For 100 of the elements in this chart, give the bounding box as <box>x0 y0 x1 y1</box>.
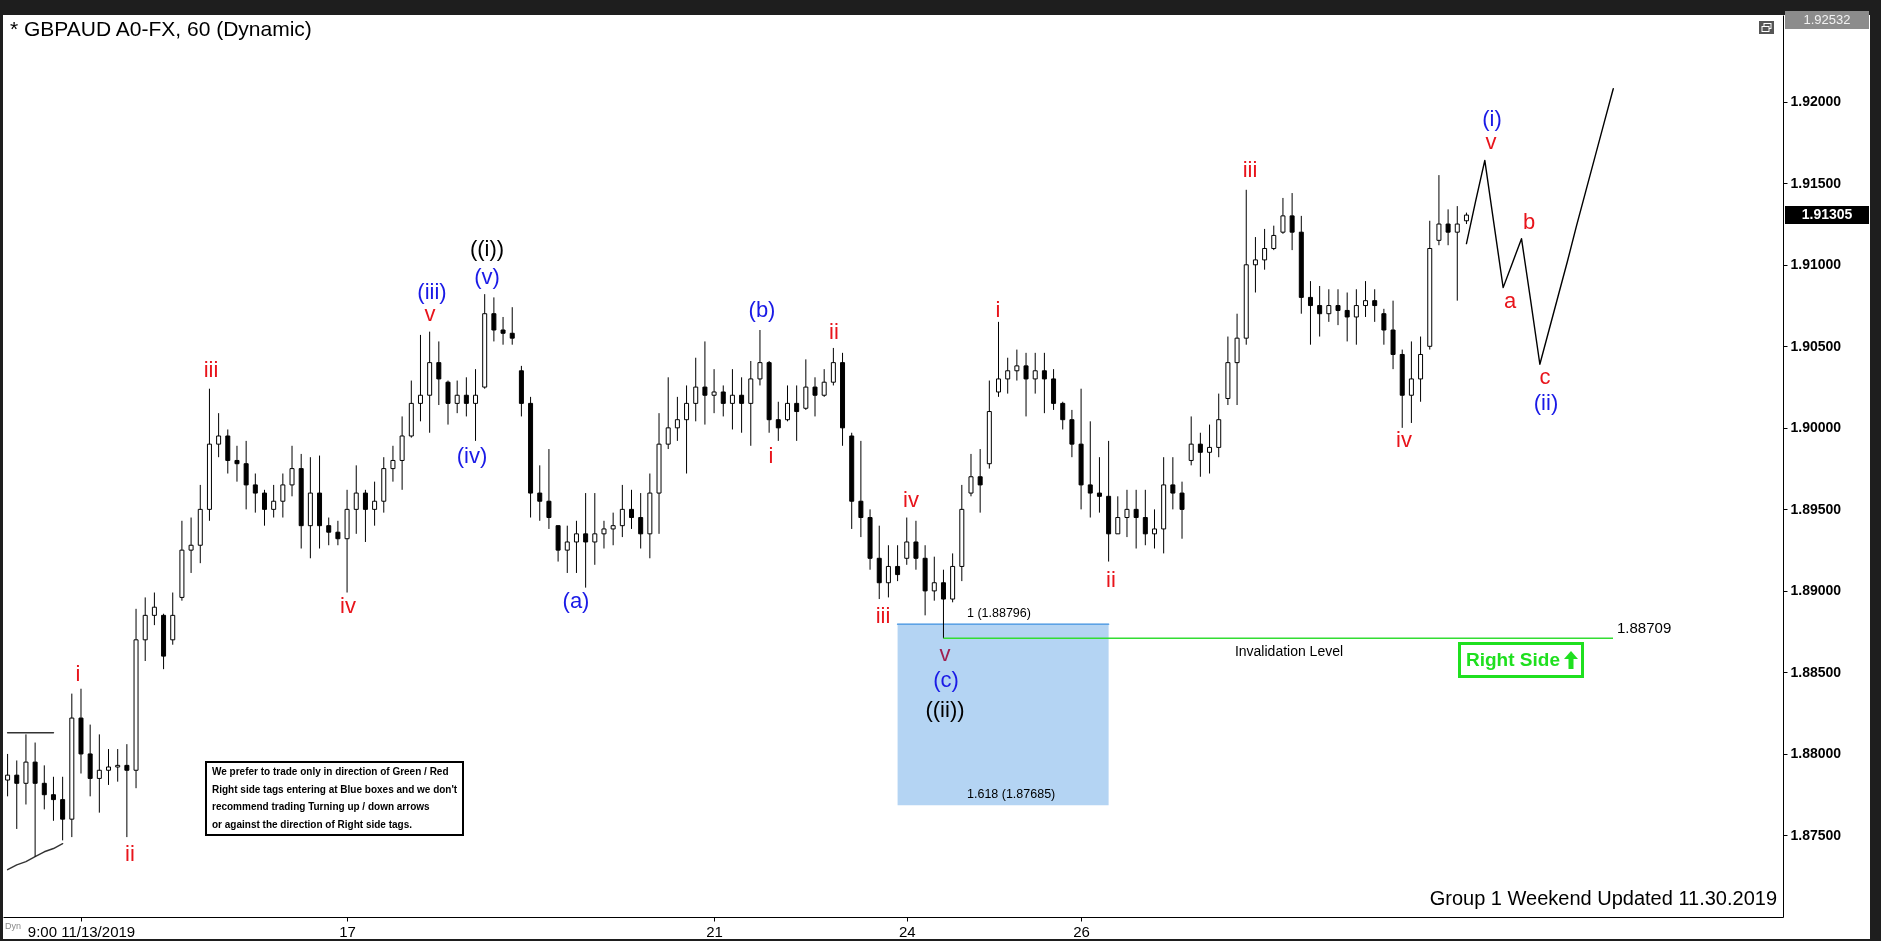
candlestick <box>996 321 1002 398</box>
candlestick <box>583 492 589 589</box>
candlestick <box>931 556 937 602</box>
candlestick <box>904 517 910 566</box>
annotation: (iii) <box>417 279 447 304</box>
y-tick-label: 1.87500 <box>1790 826 1842 843</box>
chart-title: * GBPAUD A0-FX, 60 (Dynamic) <box>10 17 312 40</box>
candlestick <box>436 340 442 406</box>
annotation: c <box>1539 364 1551 389</box>
candlestick <box>601 520 607 549</box>
candlestick <box>638 492 644 549</box>
text: 1.92532 <box>1803 12 1851 27</box>
candlestick <box>784 384 790 422</box>
candlestick <box>1454 205 1460 302</box>
candlestick <box>362 489 368 543</box>
annotation: iii <box>875 603 891 628</box>
candlestick <box>1151 508 1157 549</box>
candlestick <box>335 520 341 546</box>
annotation: Right Side <box>1466 649 1560 670</box>
candlestick <box>619 484 625 538</box>
annotation: Invalidation Level <box>1234 643 1344 659</box>
candlestick <box>1326 288 1332 323</box>
candlestick <box>757 329 763 386</box>
candlestick <box>1005 357 1011 395</box>
candlestick <box>573 520 579 574</box>
x-tick-label: 21 <box>706 922 723 940</box>
candlestick <box>280 473 286 519</box>
y-tick-label: 1.88500 <box>1790 663 1842 680</box>
text: 1.91305 <box>1801 206 1853 222</box>
candlestick <box>463 376 469 417</box>
candlestick <box>1271 225 1277 251</box>
candlestick <box>188 517 194 574</box>
annotation: i <box>995 297 1001 322</box>
candlestick <box>491 296 497 342</box>
annotation: (ii) <box>1533 390 1559 415</box>
candlestick <box>1289 192 1295 251</box>
candlestick <box>1317 285 1323 338</box>
candlestick <box>1197 432 1203 478</box>
candlestick <box>1014 349 1020 382</box>
annotation: ii <box>829 319 839 344</box>
candlestick <box>537 464 543 522</box>
candlestick <box>1252 236 1258 294</box>
candlestick <box>821 368 827 398</box>
candlestick <box>390 445 396 483</box>
candlestick <box>1436 174 1442 246</box>
candlestick <box>1115 495 1121 535</box>
annotation: ii <box>125 841 135 866</box>
candlestick <box>23 733 29 805</box>
ref-line-label: 1.88709 <box>1617 619 1672 637</box>
annotation: i <box>768 443 774 468</box>
candlestick <box>693 357 699 422</box>
y-tick-label: 1.89000 <box>1790 582 1842 599</box>
annotation: ((ii)) <box>925 697 965 722</box>
candlestick <box>830 347 836 386</box>
candlestick <box>50 776 56 822</box>
candlestick <box>968 453 974 497</box>
candlestick <box>720 384 726 417</box>
candlestick <box>977 448 983 514</box>
candlestick <box>1363 280 1369 318</box>
annotation: (iv) <box>456 443 488 468</box>
x-tick-label: 24 <box>898 922 916 940</box>
x-tick-label: 9:00 11/13/2019 <box>27 922 136 940</box>
candlestick <box>1179 481 1185 540</box>
candlestick <box>271 484 277 519</box>
candlestick <box>500 316 506 346</box>
candlestick <box>96 733 102 814</box>
candlestick <box>794 384 800 442</box>
candlestick <box>858 440 864 538</box>
candlestick <box>913 520 919 571</box>
annotation: a <box>1503 288 1517 313</box>
annotation: 1 (1.88796) <box>967 606 1031 620</box>
candlestick <box>115 748 121 783</box>
annotation: b <box>1522 209 1536 234</box>
annotation: iv <box>340 593 356 618</box>
candlestick <box>289 445 295 497</box>
annotation: (b) <box>748 297 776 322</box>
y-tick-label: 1.90500 <box>1790 337 1842 354</box>
y-tick-label: 1.91500 <box>1790 174 1842 191</box>
candlestick <box>41 764 47 810</box>
text: Dyn <box>5 921 22 931</box>
y-tick-label: 1.88000 <box>1790 745 1842 762</box>
y-tick-label: 1.90000 <box>1790 419 1842 436</box>
annotation: iii <box>1242 157 1258 182</box>
candlestick <box>564 525 570 574</box>
candlestick <box>326 517 332 546</box>
candlestick <box>702 340 708 426</box>
candlestick <box>1087 420 1093 519</box>
candlestick <box>1372 288 1378 323</box>
candlestick <box>1133 489 1139 549</box>
candlestick <box>1142 489 1148 546</box>
candlestick <box>445 380 451 426</box>
line-series <box>6 842 64 871</box>
candlestick <box>1280 197 1286 235</box>
candlestick <box>665 376 671 450</box>
candlestick <box>1445 208 1451 246</box>
candlestick <box>803 358 809 411</box>
candlestick <box>353 464 359 535</box>
candlestick <box>14 759 20 830</box>
annotation: v <box>424 301 436 326</box>
candlestick <box>1408 340 1414 424</box>
